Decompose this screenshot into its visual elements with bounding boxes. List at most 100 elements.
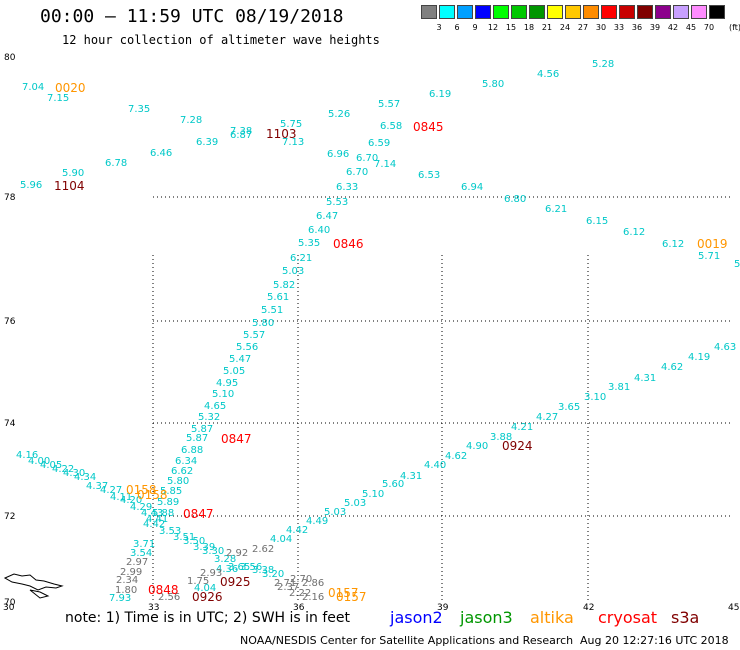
wave-height-label: 6.88 — [181, 445, 203, 456]
pass-time-label: 0158 — [137, 488, 168, 502]
generated-timestamp: Aug 20 12:27:16 UTC 2018 — [580, 634, 729, 647]
wave-height-label: 7.38 — [230, 126, 252, 137]
wave-height-label: 7.14 — [374, 159, 396, 170]
wave-height-label: 2.97 — [126, 557, 148, 568]
wave-height-label: 2.56 — [158, 592, 180, 603]
legend-swatch — [709, 5, 725, 19]
wave-height-label: 6.70 — [346, 167, 368, 178]
wave-height-label: 1.80 — [115, 585, 137, 596]
wave-height-label: 5 — [734, 259, 740, 270]
wave-height-label: 1.75 — [187, 576, 209, 587]
legend-swatch — [529, 5, 545, 19]
wave-height-label: 5.35 — [298, 238, 320, 249]
lon-label: 45 — [728, 603, 739, 613]
wave-height-label: 3.81 — [608, 382, 630, 393]
lat-label: 74 — [4, 419, 16, 429]
legend-tick-label: 42 — [667, 23, 679, 32]
legend-swatch — [421, 5, 437, 19]
wave-height-label: 5.85 — [160, 486, 182, 497]
lat-lon-grid — [152, 196, 733, 602]
wave-height-label: 5.03 — [324, 507, 346, 518]
pass-time-labels: 0020 1103 0845 1104 0846 0019 0847 0924 01580158… — [54, 81, 728, 604]
wave-height-label: 7.15 — [47, 93, 69, 104]
wave-height-label: 6.80 — [504, 194, 526, 205]
wave-height-label: 4.43 — [141, 508, 163, 519]
wave-height-label: 4.56 — [537, 69, 559, 80]
legend-swatch — [493, 5, 509, 19]
legend-swatch — [655, 5, 671, 19]
wave-height-label: 3.54 — [130, 548, 152, 559]
legend-swatch — [583, 5, 599, 19]
wave-height-label: 2.16 — [302, 592, 324, 603]
wave-height-label: 2.37 — [277, 582, 299, 593]
wave-height-label: 3.65 — [228, 562, 250, 573]
wave-height-label: 5.80 — [167, 476, 189, 487]
wave-height-label: 5.87 — [191, 424, 213, 435]
wave-height-label: 7.35 — [128, 104, 150, 115]
wave-height-label: 5.75 — [280, 119, 302, 130]
footnote: note: 1) Time is in UTC; 2) SWH is in fe… — [65, 610, 351, 626]
page-title: 00:00 – 11:59 UTC 08/19/2018 — [40, 6, 344, 27]
wave-height-label: 4.29 — [130, 502, 152, 513]
wave-height-label: 4.21 — [511, 422, 533, 433]
legend-swatch — [691, 5, 707, 19]
lat-label: 80 — [4, 53, 16, 63]
legend-tick-label: 45 — [685, 23, 697, 32]
wave-height-label: 6.21 — [290, 253, 312, 264]
pass-time-label: 0846 — [333, 237, 364, 251]
legend-s3a: s3a — [671, 608, 700, 627]
wave-height-label: 5.82 — [273, 280, 295, 291]
wave-height-label: 6.62 — [171, 466, 193, 477]
lat-label: 72 — [4, 512, 15, 522]
wave-height-label: 5.32 — [198, 412, 220, 423]
pass-time-label: 1103 — [266, 127, 297, 141]
pass-time-label: 0157 — [328, 586, 359, 600]
legend-tick-label: 15 — [505, 23, 517, 32]
wave-height-label: 2.86 — [302, 578, 324, 589]
wave-height-label: 5.60 — [382, 479, 404, 490]
wave-height-label: 4.42 — [286, 525, 308, 536]
wave-height-label: 3.30 — [202, 546, 224, 557]
wave-height-label: 6.47 — [316, 211, 338, 222]
wave-height-label: 4.34 — [74, 472, 96, 483]
wave-height-label: 2.93 — [200, 568, 222, 579]
wave-height-label: 7.13 — [282, 137, 304, 148]
wave-height-label: 4.37 — [86, 481, 108, 492]
wave-height-label: 6.40 — [308, 225, 330, 236]
legend-swatch — [619, 5, 635, 19]
wave-height-label: 4.19 — [688, 352, 710, 363]
legend-swatch — [673, 5, 689, 19]
lon-label: 33 — [148, 603, 159, 613]
lat-label: 78 — [4, 193, 16, 203]
wave-height-label: 5.26 — [328, 109, 350, 120]
wave-height-label: 4.11 — [110, 492, 132, 503]
lon-label: 39 — [437, 603, 449, 613]
coastline — [3, 573, 64, 599]
legend-cryosat: cryosat — [598, 608, 658, 627]
legend-swatch — [547, 5, 563, 19]
wave-height-label: 4.90 — [466, 441, 488, 452]
pass-time-label: 0019 — [697, 237, 728, 251]
wave-height-label: 4.42 — [143, 519, 165, 530]
wave-height-label: 5.61 — [267, 292, 289, 303]
wave-height-label: 2.71 — [274, 578, 296, 589]
wave-height-label: 2.70 — [290, 574, 312, 585]
wave-height-label: 4.27 — [100, 485, 122, 496]
pass-time-label: 0845 — [413, 120, 444, 134]
credit-line: NOAA/NESDIS Center for Satellite Applica… — [240, 634, 574, 647]
pass-time-label: 0020 — [55, 81, 86, 95]
legend-tick-label: 21 — [541, 23, 553, 32]
wave-height-label: 2.99 — [120, 567, 142, 578]
wave-height-label: 5.88 — [152, 508, 174, 519]
legend-tick-label: 24 — [559, 23, 571, 32]
legend-tick-label: 9 — [472, 23, 478, 32]
legend-swatch — [457, 5, 473, 19]
wave-height-label: 3.50 — [183, 536, 205, 547]
pass-time-label: 0848 — [148, 583, 179, 597]
wave-height-label: 5.57 — [378, 99, 400, 110]
legend-tick-label: 6 — [454, 23, 460, 32]
wave-height-label: 6.34 — [175, 456, 197, 467]
legend-swatch — [511, 5, 527, 19]
legend-tick-label: 33 — [613, 23, 625, 32]
wave-height-label: 3.39 — [193, 542, 215, 553]
